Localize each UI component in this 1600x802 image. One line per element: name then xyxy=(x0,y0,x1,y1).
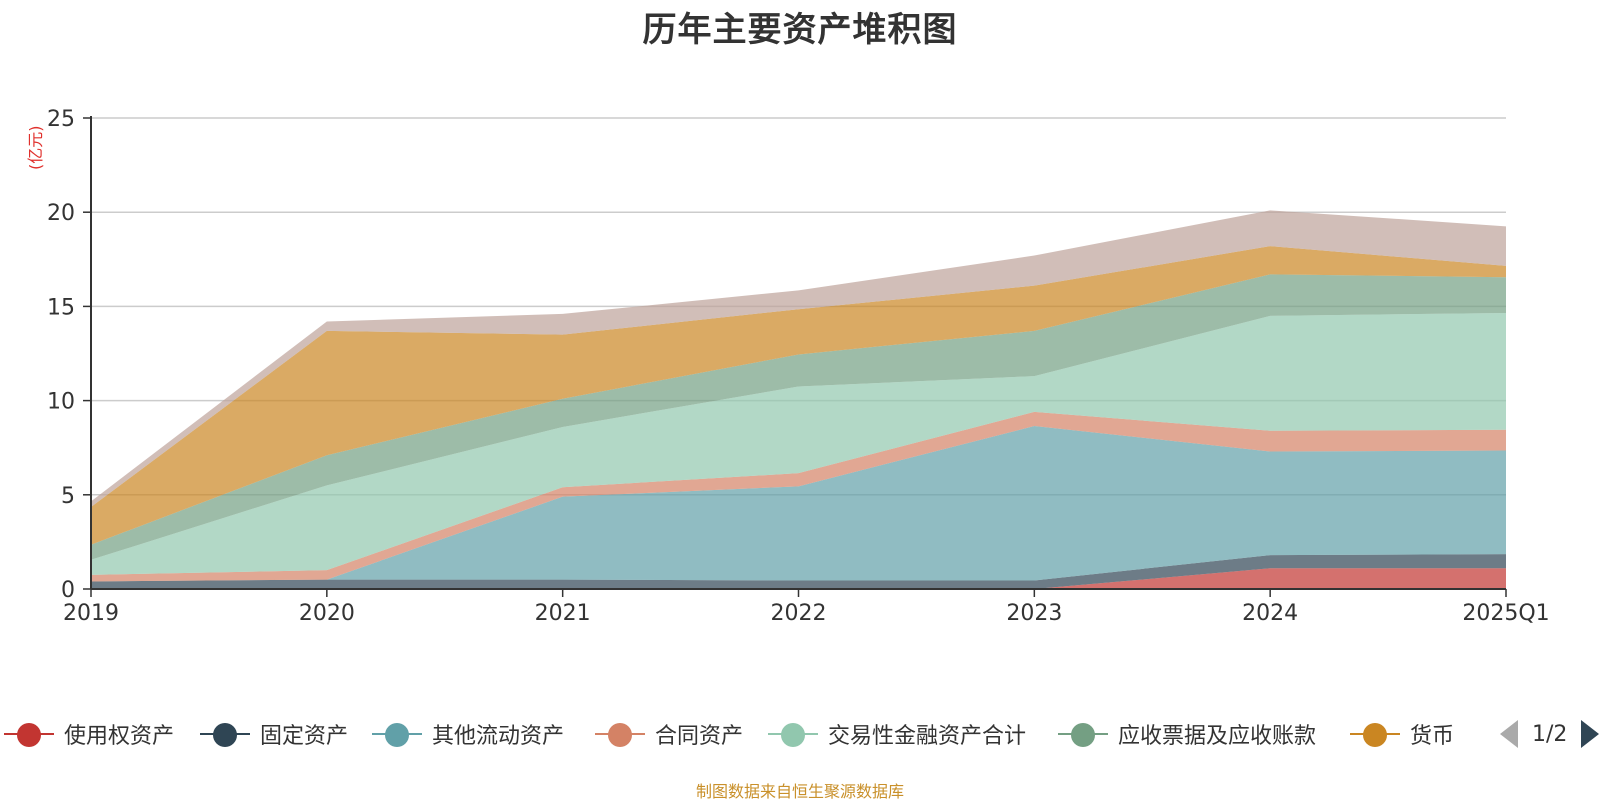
legend-item-6[interactable]: 应收票据及应收账款 xyxy=(1058,716,1316,752)
area-series-2 xyxy=(91,554,1506,589)
legend-label: 固定资产 xyxy=(260,724,349,749)
legend-prev-page-icon[interactable] xyxy=(1500,720,1518,748)
area-series-6 xyxy=(91,274,1506,560)
x-tick-label: 2024 xyxy=(1242,601,1298,626)
legend-label: 合同资产 xyxy=(655,724,744,749)
legend-marker-icon xyxy=(768,722,818,747)
legend-next-page-icon[interactable] xyxy=(1581,720,1600,748)
chart-title: 历年主要资产堆积图 xyxy=(642,10,958,50)
x-tick-label: 2023 xyxy=(1006,601,1062,626)
legend-marker-icon xyxy=(1058,722,1108,747)
legend-item-5[interactable]: 交易性金融资产合计 xyxy=(768,716,1026,752)
legend-label: 其他流动资产 xyxy=(432,724,565,749)
legend-marker-icon xyxy=(4,722,54,747)
area-series-8 xyxy=(91,210,1506,508)
legend-item-7[interactable]: 货币 xyxy=(1350,716,1454,752)
legend-item-4[interactable]: 合同资产 xyxy=(595,716,743,752)
y-tick-label: 0 xyxy=(61,578,75,603)
chart-legend: 使用权资产 固定资产 其他流动资产 合同资产 交易性金融资产合计 应收票据及应收账款 货币 xyxy=(0,716,1600,756)
x-tick-label: 2021 xyxy=(535,601,591,626)
legend-item-3[interactable]: 其他流动资产 xyxy=(372,716,564,752)
area-series-1 xyxy=(91,568,1506,589)
legend-label: 交易性金融资产合计 xyxy=(828,724,1027,749)
legend-item-2[interactable]: 固定资产 xyxy=(200,716,348,752)
legend-label: 应收票据及应收账款 xyxy=(1118,724,1317,749)
x-tick-label: 2020 xyxy=(299,601,355,626)
legend-marker-icon xyxy=(1350,722,1400,747)
y-tick-label: 5 xyxy=(61,484,75,509)
y-tick-label: 20 xyxy=(47,201,75,226)
y-tick-label: 25 xyxy=(47,107,75,132)
legend-item-1[interactable]: 使用权资产 xyxy=(4,716,174,752)
area-series-5 xyxy=(91,312,1506,575)
x-tick-label: 2022 xyxy=(771,601,827,626)
legend-marker-icon xyxy=(372,722,422,747)
legend-marker-icon xyxy=(200,722,250,747)
data-source-note: 制图数据来自恒生聚源数据库 xyxy=(695,782,904,801)
area-series-7 xyxy=(91,246,1506,545)
legend-marker-icon xyxy=(595,722,645,747)
y-tick-label: 15 xyxy=(47,295,75,320)
legend-label: 使用权资产 xyxy=(64,724,175,749)
legend-page-indicator: 1/2 xyxy=(1532,721,1568,747)
legend-label: 货币 xyxy=(1410,724,1455,749)
legend-pager: 1/2 xyxy=(1500,716,1600,752)
x-tick-label: 2019 xyxy=(63,601,119,626)
y-tick-label: 10 xyxy=(47,390,75,415)
x-tick-label: 2025Q1 xyxy=(1462,601,1549,626)
area-series-3 xyxy=(91,426,1506,582)
